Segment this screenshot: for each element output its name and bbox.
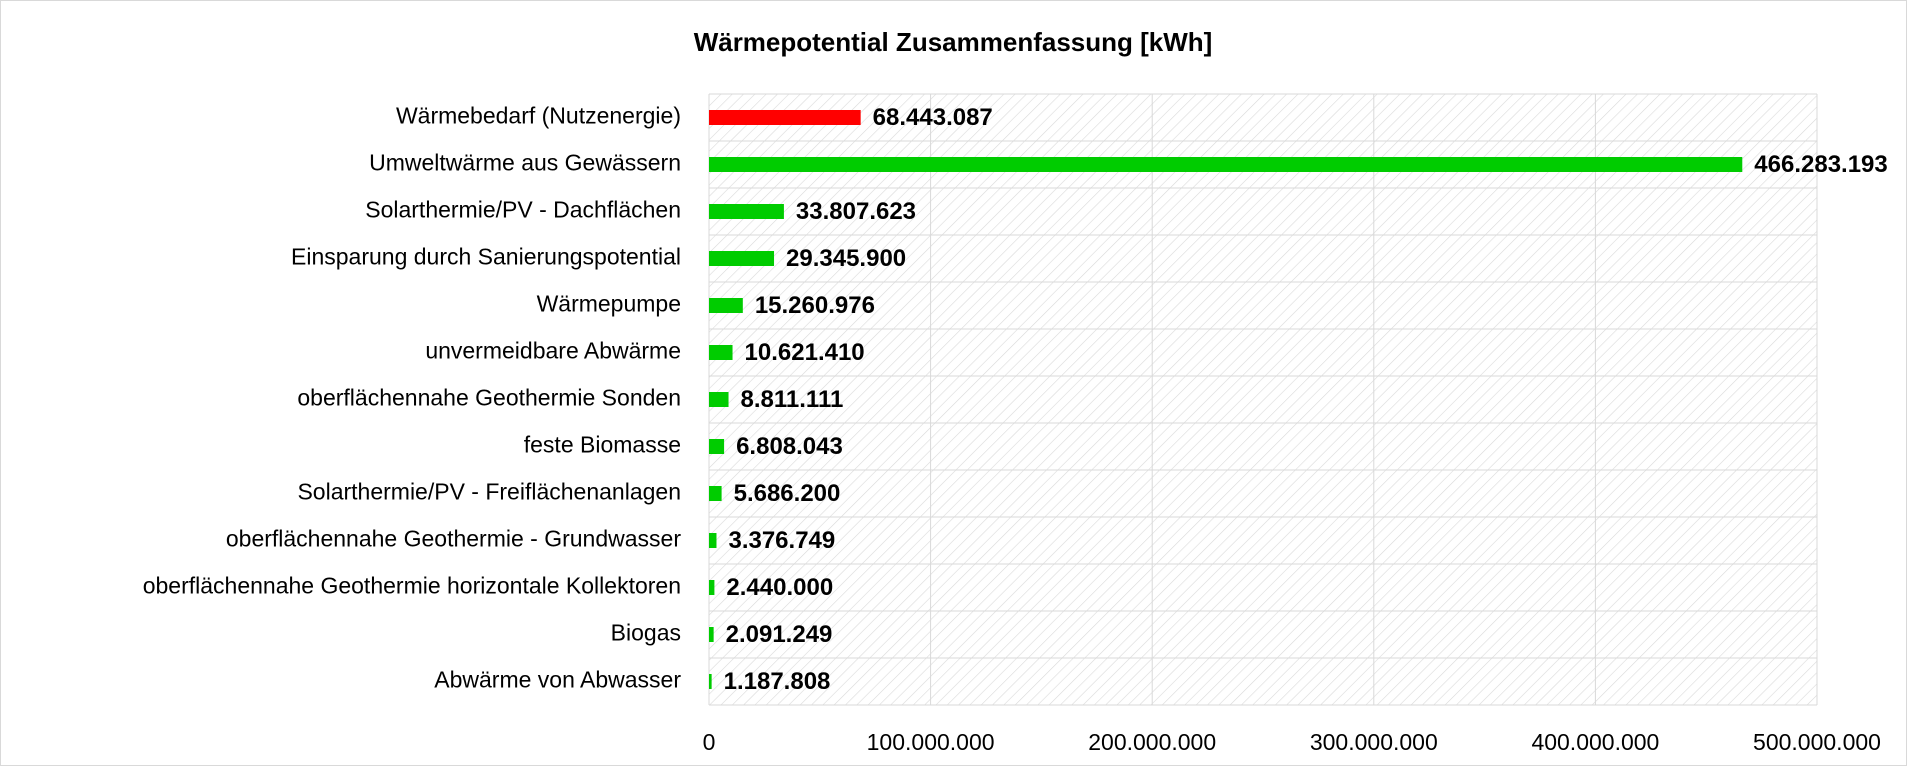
bar <box>709 486 722 501</box>
value-label: 10.621.410 <box>745 339 865 366</box>
value-label: 466.283.193 <box>1754 151 1887 178</box>
bar <box>709 204 784 219</box>
y-tick-label: unvermeidbare Abwärme <box>425 338 681 364</box>
y-tick-label: Wärmebedarf (Nutzenergie) <box>396 103 681 129</box>
value-label: 1.187.808 <box>724 668 831 695</box>
bar <box>709 580 715 595</box>
y-tick-label: Einsparung durch Sanierungspotential <box>291 244 681 270</box>
bar <box>709 157 1743 172</box>
value-label: 5.686.200 <box>734 480 841 507</box>
y-tick-label: Solarthermie/PV - Dachflächen <box>365 197 681 223</box>
y-tick-label: Solarthermie/PV - Freiflächenanlagen <box>297 479 681 505</box>
bar <box>709 674 712 689</box>
value-label: 15.260.976 <box>755 292 875 319</box>
bar <box>709 627 714 642</box>
bar <box>709 298 743 313</box>
chart-title: Wärmepotential Zusammenfassung [kWh] <box>694 27 1213 57</box>
y-tick-label: Wärmepumpe <box>537 291 681 317</box>
bar <box>709 110 861 125</box>
plot-background <box>709 94 1817 705</box>
bar <box>709 251 775 266</box>
bar <box>709 345 733 360</box>
y-tick-label: Umweltwärme aus Gewässern <box>369 150 681 176</box>
value-label: 29.345.900 <box>786 245 906 272</box>
value-label: 2.091.249 <box>726 621 833 648</box>
x-tick-label: 200.000.000 <box>1088 729 1216 755</box>
value-label: 6.808.043 <box>736 433 843 460</box>
y-tick-label: Abwärme von Abwasser <box>434 667 681 693</box>
y-tick-label: oberflächennahe Geothermie Sonden <box>297 385 681 411</box>
x-tick-label: 400.000.000 <box>1531 729 1659 755</box>
value-label: 33.807.623 <box>796 198 916 225</box>
value-label: 68.443.087 <box>873 104 993 131</box>
bar <box>709 533 717 548</box>
y-tick-label: feste Biomasse <box>524 432 681 458</box>
value-label: 8.811.111 <box>741 386 844 413</box>
bar <box>709 392 729 407</box>
x-tick-label: 0 <box>703 729 716 755</box>
x-tick-label: 500.000.000 <box>1753 729 1881 755</box>
value-label: 2.440.000 <box>726 574 833 601</box>
x-tick-label: 100.000.000 <box>867 729 995 755</box>
value-label: 3.376.749 <box>728 527 835 554</box>
bar <box>709 439 725 454</box>
y-tick-label: oberflächennahe Geothermie horizontale K… <box>143 573 681 599</box>
y-tick-label: Biogas <box>611 620 681 646</box>
y-tick-label: oberflächennahe Geothermie - Grundwasser <box>226 526 681 552</box>
x-tick-label: 300.000.000 <box>1310 729 1438 755</box>
